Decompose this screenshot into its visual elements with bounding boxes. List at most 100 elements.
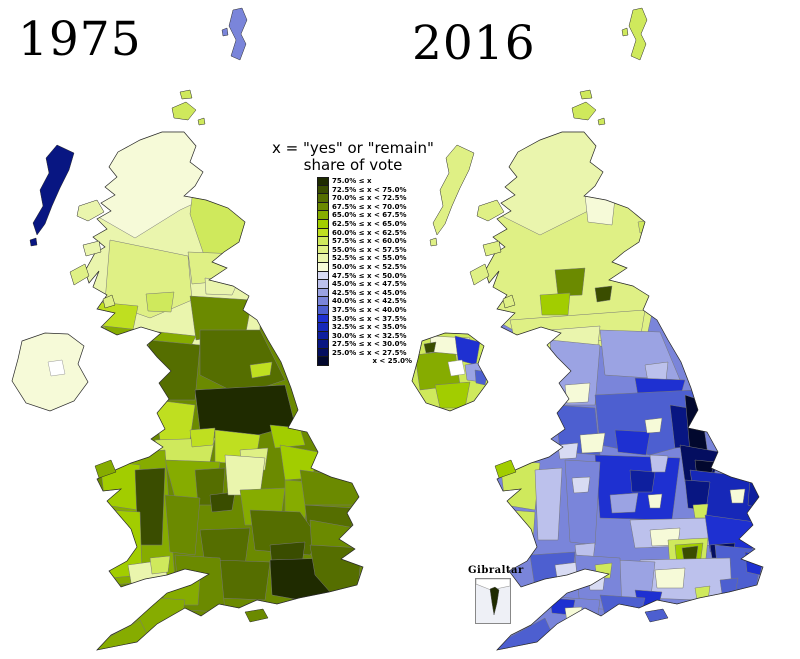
gibraltar-inset: Gibraltar (468, 565, 524, 624)
legend-title: x = "yes" or "remain" share of vote (262, 140, 444, 174)
map-region (729, 488, 746, 504)
map-region (579, 432, 606, 454)
map-region (469, 263, 490, 286)
map-region (147, 339, 201, 401)
gibraltar-label: Gibraltar (468, 565, 524, 576)
legend-label: 25.0% ≤ x < 27.5% (332, 348, 407, 357)
map-title-1975: 1975 (18, 12, 142, 67)
legend-row: 52.5% ≤ x < 55.0% (317, 254, 444, 263)
legend-row: 75.0% ≤ x (317, 177, 444, 186)
legend-row: 37.5% ≤ x < 40.0% (317, 305, 444, 315)
map-region (149, 555, 171, 575)
legend-swatch (317, 202, 329, 212)
map-region (249, 361, 273, 379)
legend-swatch (317, 237, 329, 246)
map-region (747, 479, 763, 509)
legend-row: 62.5% ≤ x < 65.0% (317, 219, 444, 229)
legend-row: 25.0% ≤ x < 27.5% (317, 348, 444, 358)
map-region-shetland (628, 7, 648, 61)
legend-row: 67.5% ≤ x < 70.0% (317, 202, 444, 212)
map-region (244, 608, 269, 623)
legend-swatch (317, 177, 329, 186)
legend-swatch (317, 305, 329, 315)
map-region (614, 429, 651, 456)
legend-label: 32.5% ≤ x < 35.0% (332, 323, 407, 332)
map-region (621, 27, 629, 37)
map-region (554, 267, 586, 297)
legend-swatch (317, 297, 329, 306)
gibraltar-map-box (475, 578, 511, 624)
map-region (423, 341, 437, 354)
map-region (594, 562, 613, 579)
legend-label: 72.5% ≤ x < 75.0% (332, 185, 407, 194)
map-2016-regions (411, 7, 764, 651)
legend-label: 45.0% ≤ x < 47.5% (332, 280, 407, 289)
legend-row: 45.0% ≤ x < 47.5% (317, 280, 444, 289)
legend-swatch (317, 262, 329, 272)
map-region (145, 291, 175, 313)
legend-label: 47.5% ≤ x < 50.0% (332, 271, 407, 280)
map-2016-choropleth (411, 7, 764, 651)
legend-label: 75.0% ≤ x (332, 177, 372, 185)
map-region (179, 89, 193, 100)
legend-label: x < 25.0% (372, 357, 412, 366)
lough-neagh (47, 359, 66, 377)
legend-title-line2: share of vote (303, 156, 403, 174)
map-region (269, 424, 306, 449)
legend-label: 50.0% ≤ x < 52.5% (332, 262, 407, 271)
legend-label: 55.0% ≤ x < 57.5% (332, 245, 407, 254)
map-1975-choropleth (11, 7, 364, 651)
map-region (654, 567, 686, 589)
legend-label: 70.0% ≤ x < 72.5% (332, 194, 407, 203)
legend-label: 40.0% ≤ x < 42.5% (332, 297, 407, 306)
map-region (96, 301, 139, 331)
map-region (29, 237, 38, 247)
legend-label: 65.0% ≤ x < 67.5% (332, 211, 407, 220)
map-region (629, 469, 656, 493)
map-region-orkney (171, 101, 197, 121)
legend-row: 70.0% ≤ x < 72.5% (317, 194, 444, 203)
map-region (154, 399, 196, 441)
legend-swatch (317, 280, 329, 289)
map-region (164, 494, 201, 556)
map-region (579, 89, 593, 100)
map-region (221, 27, 229, 37)
legend-row: 30.0% ≤ x < 32.5% (317, 331, 444, 341)
map-region (94, 619, 151, 650)
map-title-2016: 2016 (412, 16, 536, 71)
legend-swatch (317, 340, 329, 349)
legend-swatch (317, 323, 329, 332)
legend-swatch (317, 348, 329, 358)
legend-row: 47.5% ≤ x < 50.0% (317, 271, 444, 281)
map-region-gibraltar (489, 586, 500, 616)
map-region (594, 285, 613, 303)
legend-row: 50.0% ≤ x < 52.5% (317, 262, 444, 272)
legend-row: 32.5% ≤ x < 35.0% (317, 323, 444, 332)
legend-row: x < 25.0% (317, 357, 444, 367)
map-region (189, 427, 216, 448)
map-region (694, 585, 711, 601)
map-region (197, 117, 206, 126)
map-region (609, 492, 639, 514)
legend-swatch (317, 228, 329, 238)
legend-row: 60.0% ≤ x < 62.5% (317, 228, 444, 238)
legend-title-line1: x = "yes" or "remain" (272, 139, 434, 157)
map-region (539, 292, 571, 316)
legend-swatch (317, 194, 329, 203)
legend-label: 67.5% ≤ x < 70.0% (332, 202, 407, 211)
legend-label: 37.5% ≤ x < 40.0% (332, 305, 407, 314)
legend-row: 55.0% ≤ x < 57.5% (317, 245, 444, 255)
legend-label: 62.5% ≤ x < 65.0% (332, 219, 407, 228)
legend-label: 30.0% ≤ x < 32.5% (332, 331, 407, 340)
map-region (647, 493, 663, 509)
inset-spain (476, 579, 510, 591)
gibraltar-map (476, 579, 510, 623)
map-region (564, 459, 601, 546)
legend-swatch (317, 219, 329, 229)
legend-swatch (317, 288, 329, 298)
legend-swatch (317, 331, 329, 341)
map-region (564, 382, 591, 404)
map-region (599, 329, 681, 381)
legend-rows: 75.0% ≤ x 72.5% ≤ x < 75.0% 70.0% ≤ x < 72… (317, 177, 444, 367)
map-region (507, 509, 536, 556)
